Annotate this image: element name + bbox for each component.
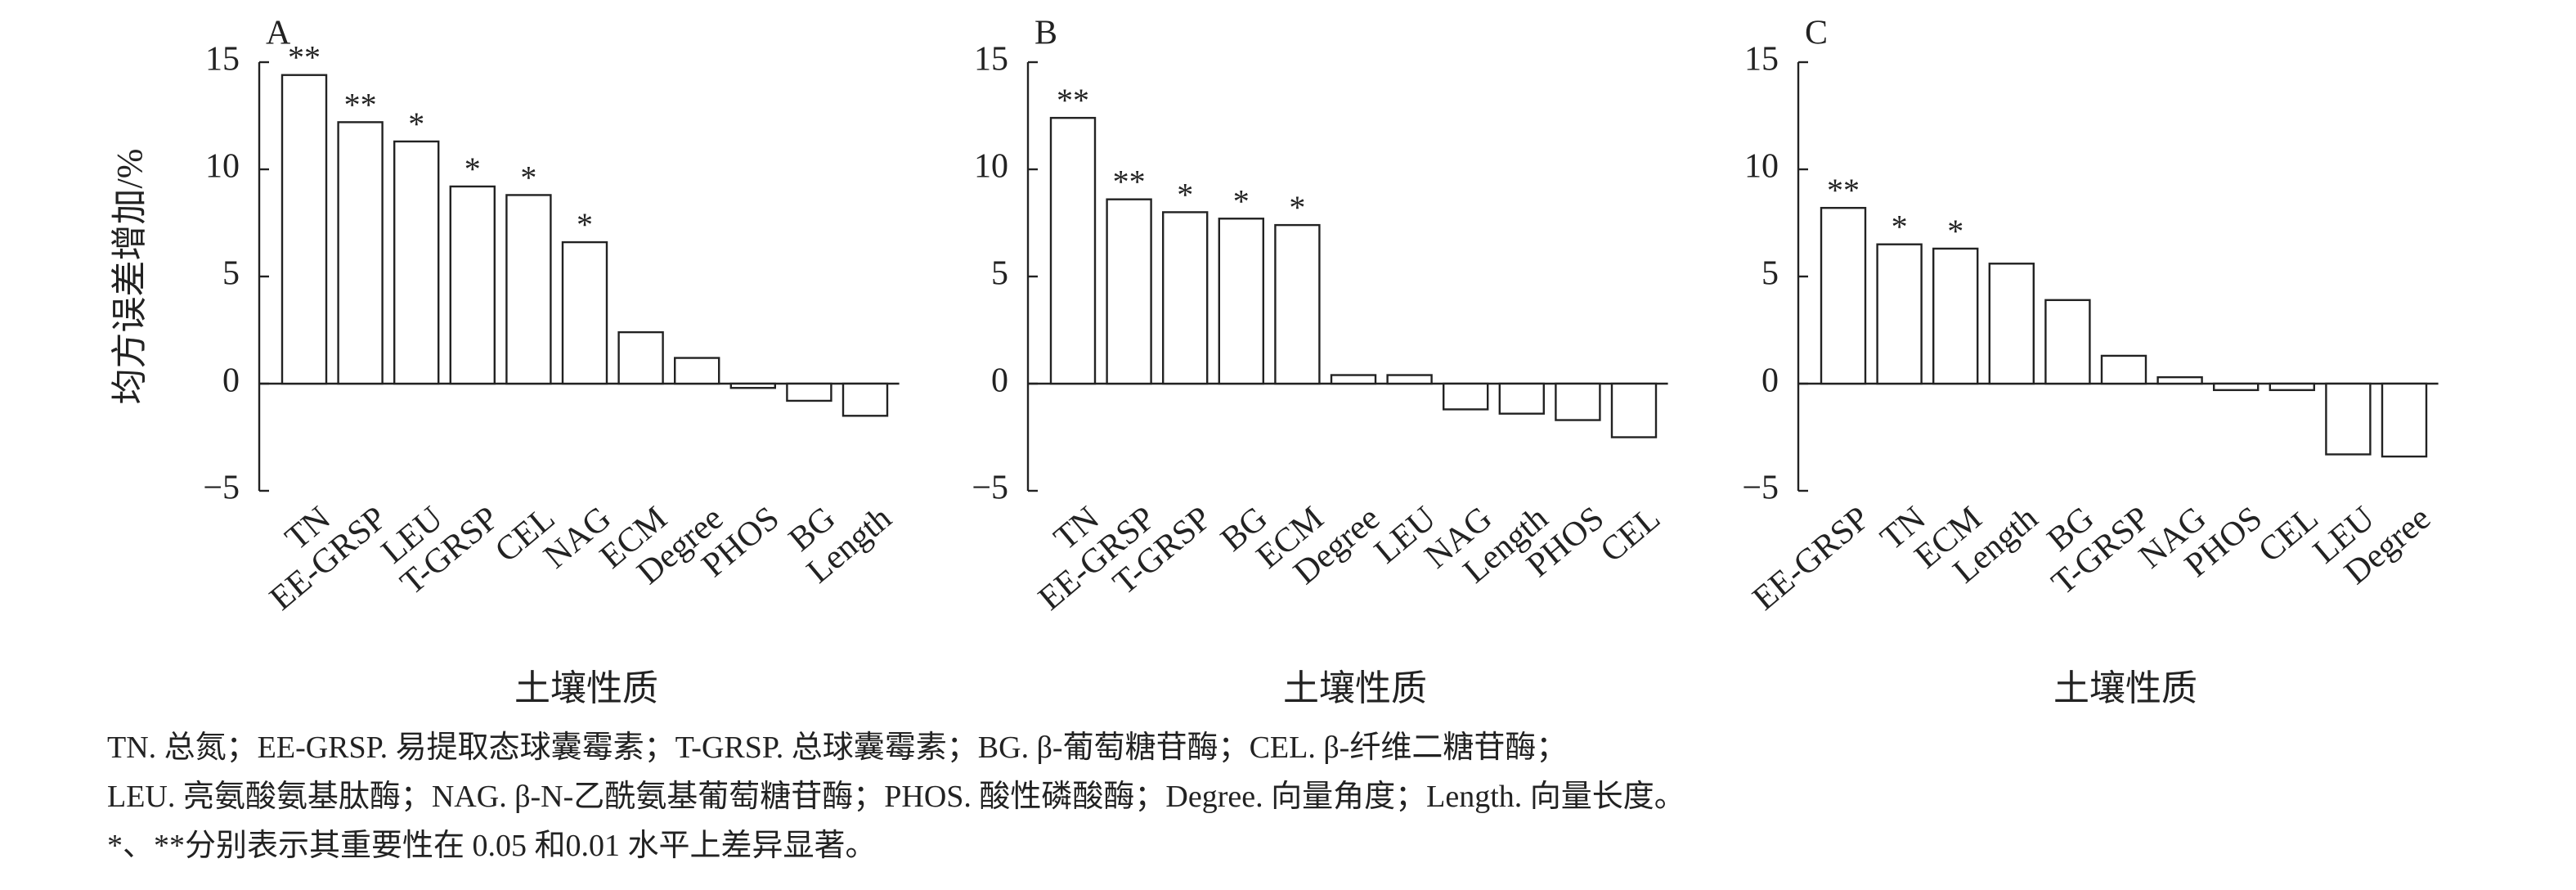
significance-label: * xyxy=(464,151,481,187)
y-tick-label: 0 xyxy=(222,362,240,400)
bar xyxy=(2156,375,2203,385)
bar xyxy=(505,194,552,385)
footnote: LEU. 亮氨酸氨基肽酶；NAG. β-N-乙酰氨基葡萄糖苷酶；PHOS. 酸性… xyxy=(107,780,1685,814)
footnote: TN. 总氮；EE-GRSP. 易提取态球囊霉素；T-GRSP. 总球囊霉素；B… xyxy=(107,730,1567,765)
bar xyxy=(1161,211,1209,385)
bar xyxy=(1386,374,1433,385)
bar xyxy=(561,240,608,385)
bar xyxy=(2325,382,2372,456)
panel-label: A xyxy=(266,15,291,52)
bar xyxy=(2381,382,2428,458)
y-tick-label: 15 xyxy=(1744,41,1779,79)
significance-label: * xyxy=(1289,189,1305,226)
y-tick-label: 15 xyxy=(974,41,1008,79)
bar xyxy=(2212,382,2260,392)
y-tick-label: 15 xyxy=(205,41,240,79)
x-axis-title: 土壤性质 xyxy=(514,668,658,708)
y-tick-label: 10 xyxy=(1744,148,1779,186)
y-tick-label: 5 xyxy=(1761,255,1779,293)
y-tick-label: 10 xyxy=(974,148,1008,186)
y-tick-label: −5 xyxy=(1742,470,1779,507)
x-axis-title: 土壤性质 xyxy=(2053,668,2197,708)
bar xyxy=(1274,223,1321,385)
significance-label: * xyxy=(577,206,593,243)
bar xyxy=(2100,354,2147,385)
bar xyxy=(1442,382,1489,411)
bar xyxy=(1049,116,1097,385)
bar xyxy=(1876,243,1923,385)
significance-label: ** xyxy=(1057,82,1089,119)
y-tick-label: 0 xyxy=(1761,362,1779,400)
y-tick-label: 5 xyxy=(991,255,1008,293)
bar xyxy=(1932,247,1979,385)
footnote: *、**分别表示其重要性在 0.05 和0.01 水平上差异显著。 xyxy=(107,829,877,863)
bar xyxy=(1106,198,1152,385)
x-axis-title: 土壤性质 xyxy=(1283,668,1427,708)
significance-label: * xyxy=(1233,182,1250,219)
bar xyxy=(337,121,384,385)
significance-label: * xyxy=(1177,176,1193,213)
significance-label: * xyxy=(1947,213,1963,249)
bar xyxy=(1555,382,1601,421)
bar xyxy=(786,382,832,402)
significance-label: * xyxy=(1892,209,1908,245)
y-tick-label: 0 xyxy=(991,362,1008,400)
significance-label: ** xyxy=(288,39,321,76)
bar xyxy=(1988,263,2035,385)
y-tick-label: −5 xyxy=(203,470,240,507)
significance-label: * xyxy=(520,159,536,196)
bar xyxy=(1610,382,1658,438)
bar xyxy=(674,357,720,385)
bar xyxy=(2269,382,2316,392)
bar xyxy=(1820,206,1867,385)
significance-label: * xyxy=(408,106,424,142)
significance-label: ** xyxy=(1113,164,1146,200)
bar xyxy=(1218,218,1265,385)
y-tick-label: −5 xyxy=(972,470,1008,507)
panel-label: C xyxy=(1805,15,1828,52)
bar xyxy=(1498,382,1546,415)
bar xyxy=(393,140,440,385)
bar xyxy=(280,74,328,385)
bar xyxy=(1330,374,1377,385)
bar xyxy=(2044,299,2091,385)
bar xyxy=(449,185,496,385)
bar xyxy=(617,330,664,385)
bar xyxy=(729,382,776,389)
significance-label: ** xyxy=(1827,172,1860,209)
significance-label: ** xyxy=(344,86,377,123)
y-axis-title: 均方误差增加/% xyxy=(110,149,150,405)
y-tick-label: 5 xyxy=(222,255,240,293)
bar xyxy=(841,382,889,417)
panel-label: B xyxy=(1034,15,1057,52)
y-tick-label: 10 xyxy=(205,148,240,186)
